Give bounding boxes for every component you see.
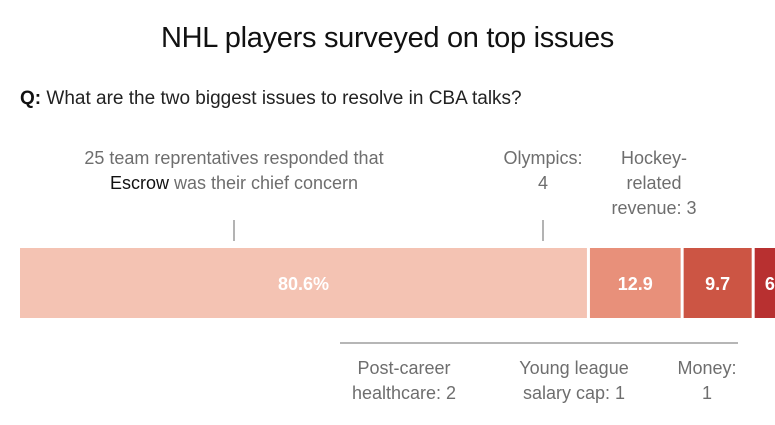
money-annotation: Money: 1: [670, 356, 744, 406]
money-annotation-line2: 1: [701, 383, 712, 403]
money-annotation-line1: Money:: [677, 358, 737, 378]
bar-label-escrow: 80.6%: [278, 274, 329, 294]
postcareer-annotation: Post-career healthcare: 2: [341, 356, 467, 406]
young-annotation: Young league salary cap: 1: [510, 356, 638, 406]
bar-label-post-career-healthcare: 6.5: [765, 274, 775, 294]
young-annotation-line2: salary cap: 1: [522, 383, 626, 403]
olympics-annotation-line1: Olympics:: [503, 148, 583, 168]
escrow-emphasis: Escrow: [109, 173, 169, 193]
young-annotation-line1: Young league: [519, 358, 629, 378]
hrr-annotation-line2: related: [626, 173, 682, 193]
olympics-annotation: Olympics: 4: [495, 146, 591, 196]
escrow-annotation-line2: Escrow was their chief concern: [82, 171, 386, 196]
question: Q: What are the two biggest issues to re…: [20, 88, 522, 110]
bar-segment-escrow: [20, 248, 587, 318]
hrr-annotation-line1: Hockey-: [620, 148, 687, 168]
bar-label-olympics: 12.9: [618, 274, 653, 294]
chart-title: NHL players surveyed on top issues: [161, 22, 614, 54]
bar-label-hockey-related-revenue: 9.7: [705, 274, 730, 294]
postcareer-annotation-line1: Post-career: [357, 358, 451, 378]
escrow-annotation: 25 team reprentatives responded that Esc…: [82, 146, 386, 196]
postcareer-annotation-line2: healthcare: 2: [351, 383, 457, 403]
question-text: What are the two biggest issues to resol…: [46, 88, 522, 109]
bar-segment-post-career-healthcare: [754, 248, 775, 318]
question-prefix: Q:: [20, 88, 42, 109]
hrr-annotation-line3: revenue: 3: [611, 198, 697, 218]
hrr-annotation: Hockey- related revenue: 3: [602, 146, 706, 221]
escrow-annotation-line1: 25 team reprentatives responded that: [84, 148, 384, 168]
escrow-annotation-rest: was their chief concern: [168, 173, 359, 193]
bar-segment-hockey-related-revenue: [683, 248, 752, 318]
bar-segment-olympics: [589, 248, 681, 318]
olympics-annotation-line2: 4: [537, 173, 548, 193]
